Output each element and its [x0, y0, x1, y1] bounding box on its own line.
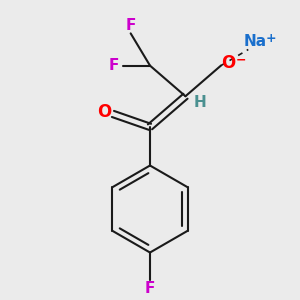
Text: −: −: [236, 53, 246, 66]
Text: F: F: [145, 281, 155, 296]
Text: O: O: [97, 103, 111, 121]
Text: Na: Na: [243, 34, 266, 49]
Text: O: O: [221, 54, 235, 72]
Text: H: H: [194, 95, 206, 110]
Text: +: +: [266, 32, 276, 45]
Text: F: F: [125, 18, 136, 33]
Text: F: F: [108, 58, 119, 73]
